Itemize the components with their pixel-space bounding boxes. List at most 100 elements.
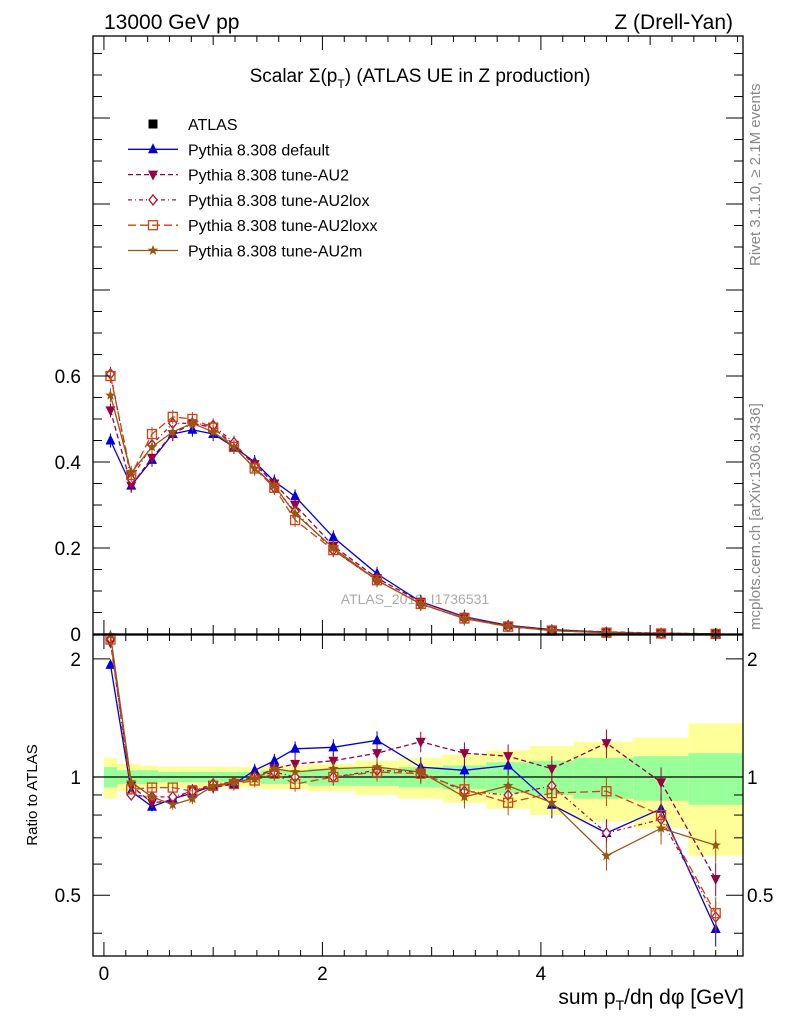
ratio-point — [710, 908, 721, 919]
panel-frames — [92, 35, 744, 957]
ratio-point — [146, 791, 158, 802]
ratio-point — [710, 874, 721, 885]
data-point — [290, 490, 301, 501]
ratio-ytick-label-right: 1 — [747, 768, 758, 789]
data-point — [167, 426, 178, 437]
data-point — [328, 542, 339, 553]
series-pythia-8-308-tune-au2m — [105, 388, 721, 639]
ratio-point — [372, 734, 383, 745]
band-green — [688, 753, 743, 805]
main-ytick-label: 0 — [70, 625, 81, 646]
ratio-point — [601, 850, 612, 861]
main-panel — [105, 366, 721, 640]
data-point — [105, 406, 116, 417]
ratio-point — [269, 763, 280, 774]
ratio-point — [415, 766, 426, 777]
ratio-point — [290, 742, 301, 753]
legend-label: Pythia 8.308 tune-AU2lox — [188, 193, 369, 210]
legend-label: ATLAS — [188, 117, 238, 134]
mcplots-text: mcplots.cern.ch [arXiv:1306.3436] — [747, 403, 764, 630]
ratio-point — [503, 752, 514, 763]
data-point — [105, 434, 116, 445]
data-point — [105, 389, 116, 400]
legend-marker — [147, 245, 159, 255]
legend-entry: Pythia 8.308 tune-AU2m — [128, 244, 362, 261]
ratio-ytick-label: 0.5 — [55, 886, 81, 907]
data-point — [269, 480, 280, 491]
header-right: Z (Drell-Yan) — [614, 11, 733, 34]
ratio-ytick-label-right: 2 — [747, 650, 758, 671]
legend-marker — [148, 193, 158, 206]
ratio-point — [289, 766, 301, 777]
ratio-point — [249, 773, 260, 784]
main-frame — [92, 35, 744, 635]
data-point — [207, 426, 219, 437]
legend-entry: ATLAS — [148, 117, 238, 134]
main-ytick-label: 0.2 — [55, 539, 81, 560]
ratio-point — [105, 658, 116, 669]
legend-label: Pythia 8.308 tune-AU2loxx — [188, 218, 377, 235]
ratio-ytick-label: 2 — [70, 650, 81, 671]
legend-label: Pythia 8.308 default — [188, 142, 330, 159]
xtick-label: 2 — [317, 964, 328, 985]
legend: ATLAS Pythia 8.308 default Pythia 8.308 tu… — [128, 117, 377, 261]
data-point — [546, 625, 558, 635]
legend-label: Pythia 8.308 tune-AU2m — [188, 244, 362, 261]
ratio-point — [459, 791, 470, 802]
legend-marker — [148, 143, 158, 154]
ratio-point — [187, 793, 198, 804]
ratio-point — [546, 797, 558, 808]
data-point — [289, 508, 301, 518]
data-point — [146, 428, 158, 440]
ratio-point — [459, 749, 470, 760]
legend-entry: Pythia 8.308 tune-AU2 — [128, 168, 349, 185]
data-point — [187, 417, 198, 428]
ratio-ytick-label: 1 — [70, 768, 81, 789]
ratio-point — [328, 741, 339, 752]
watermark: ATLAS_2019_I1736531 — [341, 591, 490, 607]
axes: 0 0.2 0.4 0.6 0 2 4 0.5 0.5 1 1 2 2 — [55, 36, 773, 985]
ratio-point — [656, 778, 667, 789]
ratio-point — [502, 780, 514, 791]
ratio-point — [228, 776, 240, 787]
ratio-point — [710, 839, 721, 850]
ratio-ylabel: Ratio to ATLAS — [24, 744, 41, 845]
ratio-point — [328, 763, 339, 774]
ratio-point — [546, 764, 557, 775]
xtick-label: 0 — [99, 964, 110, 985]
data-point — [371, 574, 383, 585]
main-ytick-label: 0.6 — [55, 367, 81, 388]
ratio-point — [269, 754, 280, 765]
ratio-frame — [92, 634, 744, 957]
legend-label: Pythia 8.308 tune-AU2 — [188, 168, 349, 185]
ratio-point — [415, 737, 426, 748]
data-point — [167, 411, 178, 423]
legend-entry: Pythia 8.308 tune-AU2lox — [128, 193, 369, 210]
legend-marker — [148, 170, 158, 181]
ratio-point — [601, 739, 612, 750]
xtick-label: 4 — [536, 964, 547, 985]
ratio-point — [601, 826, 612, 840]
ratio-point — [207, 780, 219, 791]
ratio-panel — [105, 629, 721, 947]
ratio-point — [167, 782, 178, 793]
legend-marker — [147, 220, 159, 231]
data-point — [415, 598, 426, 609]
ratio-ytick-label-right: 0.5 — [747, 886, 773, 907]
legend-entry: Pythia 8.308 default — [128, 142, 330, 159]
data-point — [146, 441, 158, 452]
data-point — [459, 613, 470, 623]
data-point — [228, 441, 240, 452]
data-point — [328, 531, 339, 542]
plot-title: Scalar Σ(pT) (ATLAS UE in Z production) — [250, 66, 591, 91]
ratio-point — [371, 761, 383, 772]
data-point — [146, 453, 157, 464]
data-point — [502, 620, 514, 631]
ratio-point — [249, 764, 260, 775]
ratio-point — [167, 799, 178, 810]
ratio-point — [126, 776, 137, 787]
ratio-point — [601, 786, 612, 797]
ratio-point — [146, 798, 157, 809]
